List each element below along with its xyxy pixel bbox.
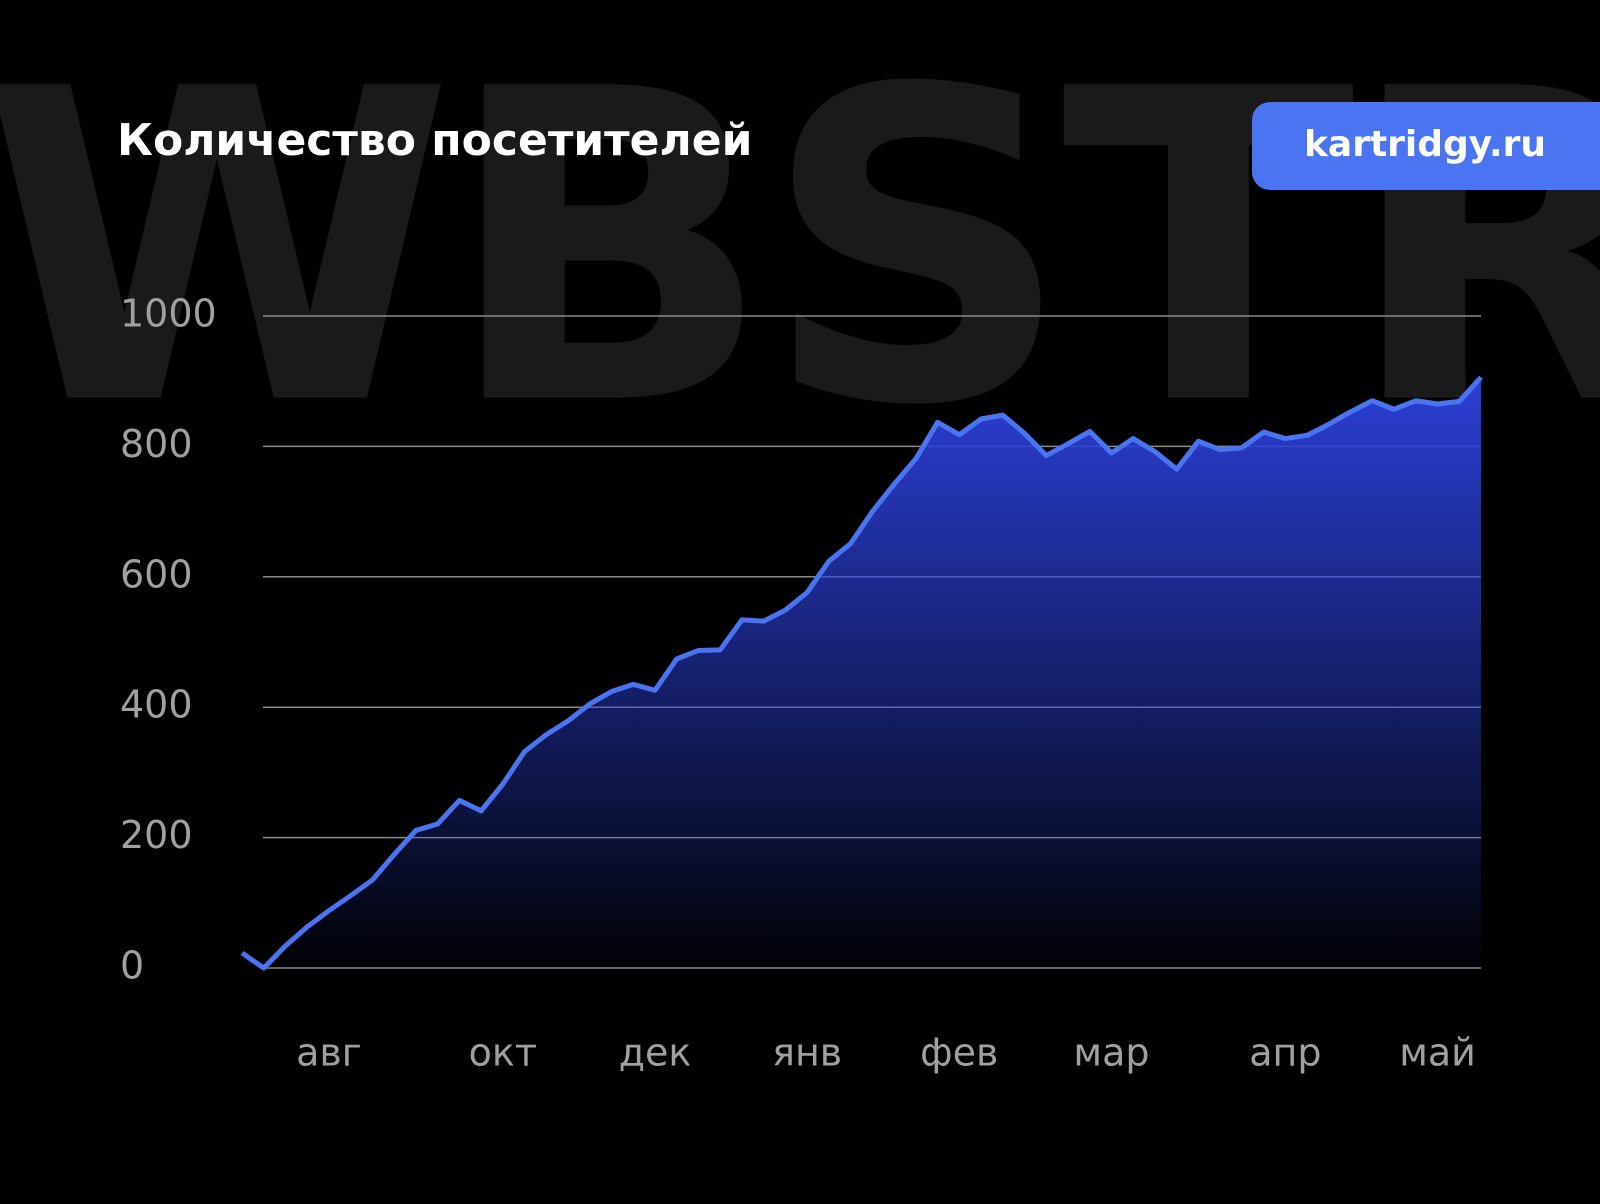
y-tick-label: 1000	[120, 292, 217, 336]
chart-title: Количество посетителей	[117, 115, 752, 166]
x-tick-label: янв	[772, 1031, 842, 1075]
area-fill	[242, 377, 1481, 969]
x-tick-label: дек	[619, 1031, 692, 1075]
line	[240, 375, 1483, 971]
x-tick-label: окт	[469, 1031, 537, 1075]
x-tick-label: авг	[296, 1031, 362, 1075]
badge-text[interactable]: kartridgy.ru	[1304, 124, 1546, 165]
x-tick-label: май	[1399, 1031, 1476, 1075]
y-tick-label: 0	[120, 944, 144, 988]
y-tick-label: 800	[120, 422, 193, 466]
x-tick-label: мар	[1073, 1031, 1149, 1075]
x-tick-label: фев	[920, 1031, 998, 1075]
x-tick-label: апр	[1249, 1031, 1321, 1075]
y-tick-label: 400	[120, 683, 193, 727]
y-tick-label: 600	[120, 552, 193, 596]
badge[interactable]	[1252, 102, 1600, 190]
y-tick-label: 200	[120, 813, 193, 857]
watermark: WBSTR	[0, 0, 1600, 500]
